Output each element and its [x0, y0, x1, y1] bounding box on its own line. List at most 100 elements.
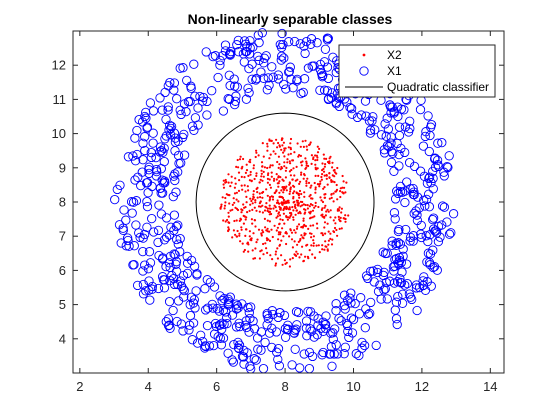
x2-point: [258, 210, 261, 213]
x2-point: [300, 164, 303, 167]
x2-point: [291, 257, 294, 260]
x1-point: [393, 238, 404, 248]
legend-label: X1: [387, 64, 402, 78]
x2-point: [261, 204, 264, 207]
x1-point: [315, 65, 326, 75]
x2-point: [298, 256, 301, 259]
x2-point: [288, 182, 291, 185]
x1-point: [157, 188, 168, 198]
x1-point: [132, 125, 142, 136]
x2-point: [283, 165, 286, 168]
series-x2: [219, 137, 350, 268]
x2-point: [249, 203, 252, 206]
x2-point: [284, 176, 287, 179]
x2-point: [293, 253, 296, 256]
x2-point: [233, 192, 237, 195]
x2-point: [245, 169, 249, 172]
x2-point: [255, 241, 258, 244]
x2-point: [333, 226, 337, 230]
x1-point: [415, 104, 426, 115]
x1-point: [347, 109, 357, 119]
x1-point: [273, 343, 284, 354]
x1-point: [158, 147, 168, 157]
x1-point: [267, 323, 277, 333]
x1-point: [110, 194, 120, 205]
x2-point: [298, 196, 301, 199]
x2-point: [307, 227, 310, 230]
x2-point: [329, 209, 332, 212]
x1-point: [433, 138, 443, 148]
x2-point: [302, 203, 305, 206]
x2-point: [323, 186, 326, 189]
x1-point: [318, 70, 328, 81]
x1-point: [390, 261, 400, 271]
x1-point: [296, 88, 306, 99]
x1-point: [159, 235, 170, 245]
x1-point: [319, 57, 330, 67]
y-tick-label: 10: [52, 126, 66, 141]
x2-point: [239, 240, 242, 243]
x1-point: [145, 98, 156, 108]
x1-point: [331, 340, 341, 350]
x2-point: [266, 149, 269, 152]
x2-point: [310, 232, 313, 235]
x2-point: [245, 228, 248, 231]
x2-point: [266, 194, 269, 197]
x1-point: [227, 355, 237, 365]
x2-point: [329, 216, 332, 219]
x2-point: [276, 160, 279, 164]
x2-point: [283, 259, 286, 262]
x1-point: [140, 132, 150, 142]
x2-point: [220, 205, 223, 208]
x2-point: [271, 235, 274, 239]
x2-point: [309, 203, 312, 206]
x2-point: [275, 138, 278, 141]
x2-point: [248, 209, 251, 212]
x2-point: [290, 168, 293, 172]
x2-point: [339, 190, 342, 193]
x1-point: [284, 37, 294, 47]
quadratic-classifier-line: [195, 112, 375, 292]
x2-point: [292, 216, 295, 219]
x1-point: [245, 313, 255, 324]
x2-point: [249, 161, 252, 164]
x1-point: [121, 215, 131, 225]
x1-point: [251, 73, 262, 84]
x1-point: [172, 94, 182, 104]
x1-point: [321, 319, 331, 330]
x2-point: [239, 217, 242, 220]
x1-point: [218, 106, 229, 116]
x2-point: [300, 192, 303, 196]
x2-point: [230, 181, 233, 184]
x2-point: [271, 164, 274, 167]
x2-point: [266, 181, 269, 184]
x1-point: [197, 96, 208, 106]
x2-point: [297, 223, 301, 226]
x2-point: [323, 206, 326, 209]
x1-point: [267, 342, 277, 353]
x2-point: [296, 252, 299, 255]
x2-point: [293, 190, 296, 193]
x2-point: [262, 242, 265, 246]
x2-point: [325, 245, 328, 248]
x2-point: [306, 207, 309, 210]
x2-point: [308, 205, 311, 208]
x1-point: [176, 109, 186, 120]
x2-point: [305, 145, 308, 148]
x2-point: [276, 257, 279, 260]
x2-point: [274, 253, 277, 256]
x1-point: [267, 62, 277, 72]
x2-point: [295, 191, 298, 194]
x2-point: [245, 216, 248, 219]
x1-point: [424, 173, 434, 184]
x1-point: [309, 332, 319, 342]
x2-point: [284, 169, 287, 172]
x1-point: [202, 110, 212, 120]
x2-point: [299, 212, 302, 215]
x1-point: [387, 102, 397, 112]
x1-point: [286, 74, 296, 84]
x2-point: [235, 198, 238, 201]
x1-point: [169, 210, 180, 220]
x1-point: [400, 197, 410, 208]
x2-point: [326, 249, 329, 252]
